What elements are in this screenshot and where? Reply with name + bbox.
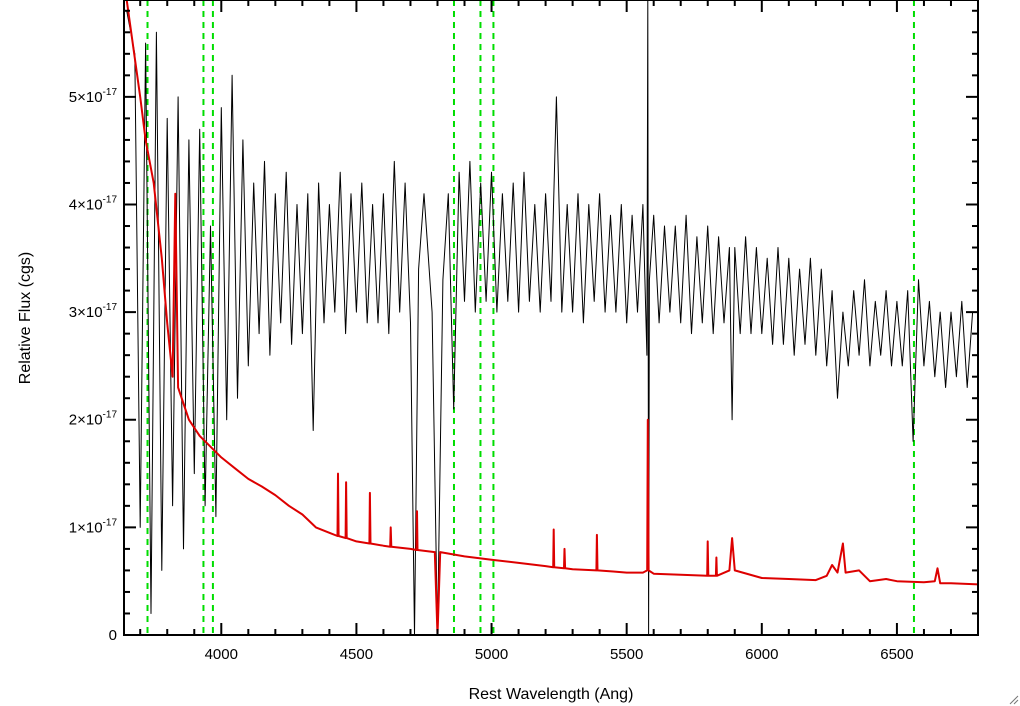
resize-grip-icon[interactable] <box>1009 695 1019 705</box>
axis-ticks <box>124 0 979 636</box>
y-tick-label: 2×10-17 <box>69 410 118 429</box>
x-tick-label: 4500 <box>340 646 373 663</box>
x-tick-label: 4000 <box>205 646 238 663</box>
y-tick-labels: 0 1×10-17 2×10-17 3×10-17 4×10-17 5×10-17 <box>69 87 118 644</box>
x-tick-label: 6500 <box>880 646 913 663</box>
series-layer <box>125 0 978 635</box>
y-axis-label: Relative Flux (cgs) <box>17 252 34 384</box>
x-axis-label: Rest Wavelength (Ang) <box>469 686 634 703</box>
y-tick-label: 3×10-17 <box>69 302 118 321</box>
y-tick-label: 4×10-17 <box>69 194 118 213</box>
y-tick-label: 0 <box>109 627 117 644</box>
x-tick-labels: 4000 4500 5000 5500 6000 6500 <box>205 646 914 663</box>
y-tick-label: 1×10-17 <box>69 517 118 536</box>
x-tick-label: 5000 <box>475 646 508 663</box>
x-tick-label: 6000 <box>745 646 778 663</box>
model-spectrum-line <box>125 0 978 635</box>
observed-spectrum-line <box>126 0 974 635</box>
y-tick-label: 5×10-17 <box>69 87 118 106</box>
plot-frame <box>123 0 979 636</box>
x-tick-label: 5500 <box>610 646 643 663</box>
reference-lines <box>146 0 915 635</box>
